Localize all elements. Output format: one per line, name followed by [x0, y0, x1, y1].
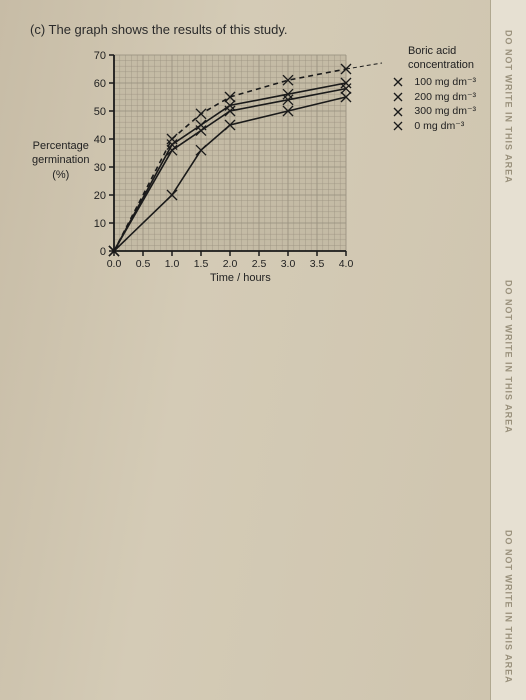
question-text: (c) The graph shows the results of this … [30, 22, 476, 37]
margin-note-1: DO NOT WRITE IN THIS AREA [504, 30, 514, 184]
margin-note-2: DO NOT WRITE IN THIS AREA [504, 280, 514, 434]
margin-strip: DO NOT WRITE IN THIS AREA DO NOT WRITE I… [490, 0, 526, 700]
exam-page: (c) The graph shows the results of this … [0, 0, 490, 700]
svg-text:0: 0 [100, 246, 106, 258]
x-marker-icon [390, 106, 410, 118]
legend-item: 100 mg dm⁻³ [390, 75, 476, 90]
y-axis-label: Percentage germination (%) [32, 139, 89, 182]
legend: 100 mg dm⁻³200 mg dm⁻³300 mg dm⁻³0 mg dm… [390, 75, 476, 134]
svg-text:3.0: 3.0 [281, 258, 296, 270]
margin-note-3: DO NOT WRITE IN THIS AREA [504, 530, 514, 684]
x-marker-icon [390, 76, 410, 88]
svg-text:1.5: 1.5 [194, 258, 209, 270]
svg-text:0.0: 0.0 [107, 258, 122, 270]
svg-text:60: 60 [94, 78, 106, 90]
svg-text:10: 10 [94, 218, 106, 230]
x-marker-icon [390, 91, 410, 103]
svg-text:0.5: 0.5 [136, 258, 151, 270]
svg-text:70: 70 [94, 50, 106, 62]
legend-item: 0 mg dm⁻³ [390, 119, 476, 134]
svg-text:2.5: 2.5 [252, 258, 267, 270]
legend-label: 0 mg dm⁻³ [414, 119, 464, 134]
legend-label: 200 mg dm⁻³ [414, 90, 476, 105]
svg-text:3.5: 3.5 [310, 258, 325, 270]
svg-text:50: 50 [94, 106, 106, 118]
legend-item: 300 mg dm⁻³ [390, 104, 476, 119]
legend-label: 300 mg dm⁻³ [414, 104, 476, 119]
svg-text:4.0: 4.0 [339, 258, 354, 270]
legend-title: Boric acid concentration [408, 45, 474, 73]
svg-text:2.0: 2.0 [223, 258, 238, 270]
x-marker-icon [390, 120, 410, 132]
svg-text:20: 20 [94, 190, 106, 202]
germination-chart: Percentage germination (%) Boric acid co… [50, 47, 470, 287]
legend-item: 200 mg dm⁻³ [390, 90, 476, 105]
svg-text:40: 40 [94, 134, 106, 146]
svg-text:30: 30 [94, 162, 106, 174]
legend-label: 100 mg dm⁻³ [414, 75, 476, 90]
svg-text:1.0: 1.0 [165, 258, 180, 270]
x-axis-label: Time / hours [210, 272, 271, 284]
